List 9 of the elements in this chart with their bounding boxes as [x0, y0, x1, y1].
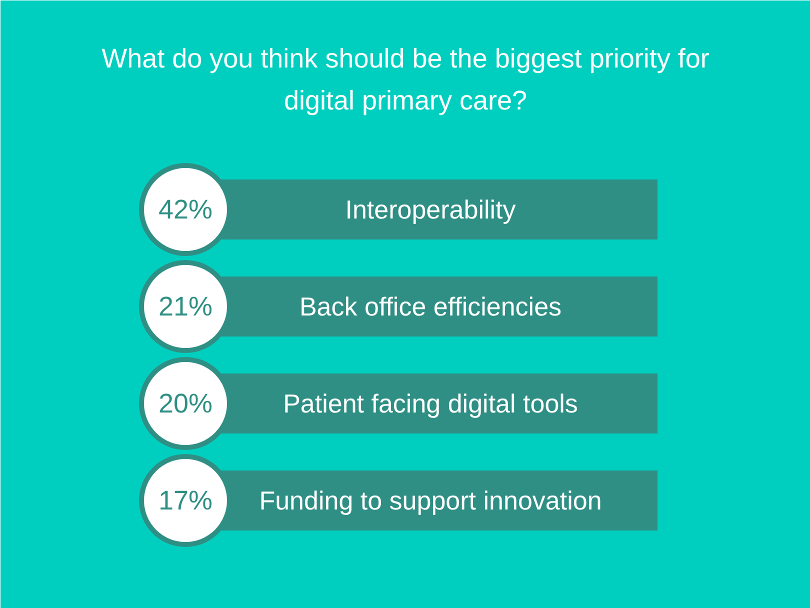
category-label: Back office efficiencies [299, 292, 562, 322]
category-label: Patient facing digital tools [283, 388, 578, 418]
category-label: Funding to support innovation [259, 486, 602, 516]
text: What do you think should be the biggest priority for digital primary care? [102, 44, 710, 116]
data-label: 17% [158, 486, 213, 516]
category-label: Interoperability [345, 194, 516, 224]
data-label: 21% [158, 292, 213, 322]
data-label: 20% [158, 388, 213, 418]
data-label: 42% [158, 194, 213, 224]
